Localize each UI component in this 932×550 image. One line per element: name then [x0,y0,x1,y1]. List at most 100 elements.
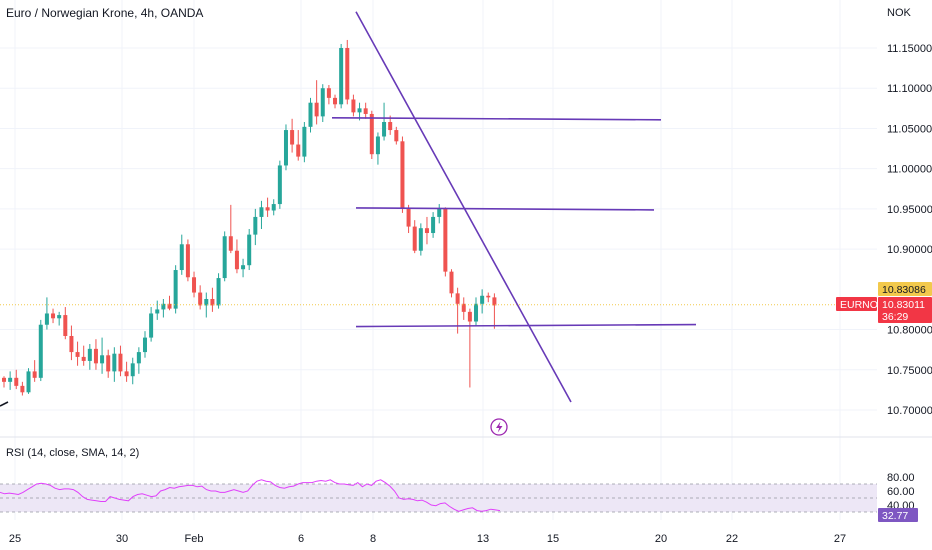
rsi-title: RSI (14, close, SMA, 14, 2) [6,447,140,459]
last-price-value: 10.83011 [882,299,925,311]
candle-body [283,130,288,166]
candle-body [222,236,227,279]
candle-body [253,216,258,235]
candle-body [149,313,154,338]
candle-body [265,207,270,211]
candle-body [443,208,448,272]
candle-body [142,337,147,353]
candle-body [173,270,178,309]
candle-body [75,352,80,357]
candle-body [26,371,31,393]
candle-body [51,313,56,319]
last-price-badge [878,297,932,323]
candle-body [271,204,276,211]
candle-body [38,324,43,378]
candle-body [326,88,331,98]
horizontal-level-line [331,116,662,121]
price-tick-label: 11.05000 [887,123,932,135]
candle-body [63,315,68,336]
candle-body [192,277,197,293]
candle-body [302,126,307,157]
rsi-line [0,479,501,512]
candle-body [412,226,417,251]
candle-body [136,352,141,364]
candle-body [106,355,111,372]
candle-body [20,385,25,393]
rsi-value-badge [878,508,918,522]
trendline-fragment [0,401,9,407]
candle-body [400,141,405,209]
date-axis[interactable]: 25 30 Feb 6 8 13 15 20 22 27 [9,533,846,545]
candle-body [2,377,6,382]
candle-body [167,303,172,309]
price-tick-label: 11.15000 [887,43,932,55]
price-tick-label: 10.95000 [887,204,932,216]
candle-body [431,216,436,234]
candle-body [210,298,215,306]
candle-body [234,250,239,270]
candle-body [198,292,203,306]
date-tick-label: 13 [477,533,489,545]
horizontal-level-line [355,323,697,328]
candle-body [100,355,105,364]
candle-body [424,228,429,234]
candle-body [394,130,399,142]
candle-body [57,315,62,319]
candle-body [437,208,442,217]
date-tick-label: 8 [370,533,376,545]
candle-body [277,165,282,205]
rsi-value: 32.77 [882,510,908,522]
rsi-pane [0,479,877,513]
candle-body [32,371,37,378]
candle-body [449,271,454,294]
price-tick-label: 10.80000 [887,325,932,337]
candle-body [339,48,344,105]
symbol-label: EURNOK [840,299,885,311]
candle-body [461,303,466,312]
candle-body [345,48,350,100]
candle-body [185,244,190,278]
candle-body [455,293,460,304]
prev-close-value: 10.83086 [882,284,926,296]
candle-body [204,298,209,306]
price-axis[interactable]: NOK 11.15000 11.10000 11.05000 11.00000 10.95… [887,7,932,417]
candle-body [179,244,184,271]
price-tick-label: 10.70000 [887,405,932,417]
date-tick-label: 25 [9,533,21,545]
drawings[interactable] [0,11,697,407]
price-tick-label: 11.10000 [887,83,932,95]
candle-body [228,236,233,251]
candle-body [308,102,313,127]
date-tick-label: 20 [655,533,667,545]
countdown-timer: 36:29 [882,311,908,323]
candle-body [351,99,356,113]
candle-body [14,377,19,386]
date-tick-label: 6 [298,533,304,545]
candle-body [44,313,49,325]
candle-body [382,122,387,137]
candle-body [314,102,319,117]
candle-body [320,88,325,117]
prev-close-badge [878,282,932,296]
price-axis-currency: NOK [887,7,912,19]
candle-body [8,377,13,382]
rsi-tick-label: 60.00 [887,486,915,498]
candle-body [290,130,295,145]
candle-body [467,311,472,322]
candle-body [486,295,491,298]
candle-body [124,371,129,377]
candle-body [480,295,485,304]
candle-body [375,136,380,155]
candle-body [241,265,246,270]
symbol-badge [836,297,877,311]
candle-body [155,309,160,314]
candle-body [363,108,368,114]
lightning-bolt-icon[interactable] [490,418,508,436]
candle-body [474,303,479,322]
candle-body [369,113,374,155]
candle-body [492,297,497,306]
candle-body [87,348,92,361]
